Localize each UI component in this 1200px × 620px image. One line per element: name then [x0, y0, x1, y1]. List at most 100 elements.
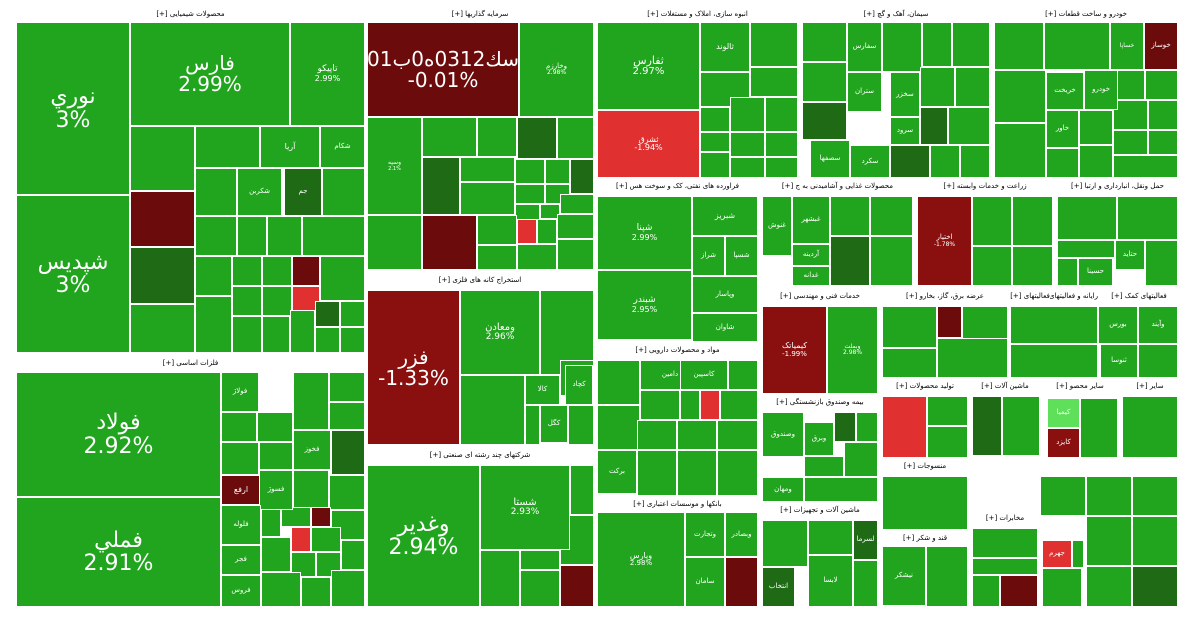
- stock-tile[interactable]: [1080, 398, 1118, 458]
- stock-tile[interactable]: لسرما: [853, 520, 878, 560]
- stock-tile[interactable]: کایزد: [1047, 428, 1080, 458]
- stock-tile[interactable]: فروس: [221, 575, 261, 607]
- stock-tile[interactable]: [292, 256, 320, 286]
- stock-tile[interactable]: ستران: [847, 72, 882, 112]
- stock-tile[interactable]: [331, 570, 365, 607]
- stock-tile[interactable]: وبملت 2.98%: [827, 306, 878, 394]
- sector-title[interactable]: خودرو و ساخت قطعات [+]: [992, 8, 1180, 21]
- stock-tile[interactable]: سکرد: [850, 145, 890, 178]
- stock-tile[interactable]: خوساز: [1144, 22, 1178, 70]
- stock-tile[interactable]: بورس: [1098, 306, 1138, 344]
- stock-tile[interactable]: شکام: [320, 126, 365, 168]
- stock-tile[interactable]: آردینه: [792, 244, 830, 266]
- stock-tile[interactable]: شاوان: [692, 313, 758, 342]
- stock-tile[interactable]: [560, 194, 594, 214]
- stock-tile[interactable]: [341, 540, 365, 570]
- stock-tile[interactable]: [195, 168, 237, 216]
- sector-title[interactable]: استخراج کانه های فلزی [+]: [365, 274, 595, 287]
- stock-tile[interactable]: ومعادن 2.96%: [460, 290, 540, 375]
- sector-title[interactable]: سایر محصو [+]: [1040, 380, 1120, 393]
- stock-tile[interactable]: [802, 102, 847, 140]
- stock-tile[interactable]: [195, 256, 232, 296]
- stock-tile[interactable]: [259, 442, 293, 470]
- stock-tile[interactable]: [1148, 130, 1178, 155]
- stock-tile[interactable]: شراز: [692, 236, 725, 276]
- stock-tile[interactable]: [329, 402, 365, 430]
- stock-tile[interactable]: فارس 2.99%: [130, 22, 290, 126]
- stock-tile[interactable]: وتجارت: [685, 512, 725, 557]
- stock-tile[interactable]: [1057, 240, 1115, 258]
- stock-tile[interactable]: [520, 570, 560, 607]
- stock-tile[interactable]: [1113, 100, 1148, 130]
- stock-tile[interactable]: [677, 420, 717, 450]
- stock-tile[interactable]: [195, 216, 237, 256]
- stock-tile[interactable]: [261, 537, 291, 572]
- stock-tile[interactable]: [700, 132, 730, 152]
- stock-tile[interactable]: [1012, 196, 1053, 246]
- stock-tile[interactable]: [477, 117, 517, 157]
- stock-tile[interactable]: [890, 145, 930, 178]
- stock-tile[interactable]: شبریز: [692, 196, 758, 236]
- stock-tile[interactable]: [1040, 476, 1086, 516]
- sector-title[interactable]: محصولات شیمیایی [+]: [16, 8, 365, 21]
- stock-tile[interactable]: [972, 396, 1002, 456]
- stock-tile[interactable]: فخوز: [293, 430, 331, 470]
- stock-tile[interactable]: [597, 360, 640, 405]
- stock-tile[interactable]: [568, 405, 594, 445]
- sector-title[interactable]: رایانه و فعالیتهای [+]: [1050, 290, 1098, 303]
- sector-title[interactable]: شرکتهای چند رشته ای صنعتی [+]: [365, 449, 595, 462]
- stock-tile[interactable]: شستا 2.93%: [480, 465, 570, 550]
- stock-tile[interactable]: [765, 157, 798, 178]
- stock-tile[interactable]: وپارس 2.98%: [597, 512, 685, 607]
- stock-tile[interactable]: [972, 558, 1038, 575]
- stock-tile[interactable]: [1122, 396, 1178, 458]
- stock-tile[interactable]: وسپه 2.1%: [367, 117, 422, 215]
- stock-tile[interactable]: [320, 256, 365, 301]
- stock-tile[interactable]: [261, 572, 301, 607]
- stock-tile[interactable]: [1002, 396, 1040, 456]
- stock-tile[interactable]: وبصادر: [725, 512, 758, 557]
- stock-tile[interactable]: [700, 390, 720, 420]
- stock-tile[interactable]: [195, 296, 232, 353]
- stock-tile[interactable]: [517, 219, 537, 244]
- sector-title[interactable]: سیمان، آهک و گچ [+]: [800, 8, 992, 21]
- stock-tile[interactable]: [1086, 516, 1132, 566]
- stock-tile[interactable]: لابسا: [808, 555, 853, 607]
- stock-tile[interactable]: [870, 196, 913, 236]
- stock-tile[interactable]: [293, 372, 329, 430]
- stock-tile[interactable]: [765, 132, 798, 157]
- sector-title[interactable]: ماشین آلات [+]: [970, 380, 1040, 393]
- sector-title[interactable]: فعالیتهای [+]: [1010, 290, 1050, 303]
- stock-tile[interactable]: [1012, 246, 1053, 286]
- stock-tile[interactable]: [1086, 476, 1132, 516]
- stock-tile[interactable]: نوري 3%: [16, 22, 130, 195]
- stock-tile[interactable]: [1079, 110, 1113, 145]
- sector-title[interactable]: ماشین آلات و تجهیزات [+]: [760, 504, 880, 517]
- stock-tile[interactable]: غنوش: [762, 196, 792, 256]
- sector-title[interactable]: محصولات غذایی و آشامیدنی به ج [+]: [760, 180, 915, 193]
- stock-tile[interactable]: وصندوق: [762, 412, 804, 457]
- stock-tile[interactable]: وخارزم 2.98%: [519, 22, 594, 117]
- sector-title[interactable]: فراورده های نفتی، کک و سوخت هس [+]: [595, 180, 760, 193]
- stock-tile[interactable]: [340, 301, 365, 327]
- stock-tile[interactable]: [525, 405, 540, 445]
- sector-title[interactable]: فلزات اساسی [+]: [16, 357, 365, 370]
- stock-tile[interactable]: [834, 412, 856, 442]
- sector-title[interactable]: زراعت و خدمات وابسته [+]: [915, 180, 1055, 193]
- stock-tile[interactable]: [281, 507, 311, 527]
- stock-tile[interactable]: [311, 527, 341, 552]
- stock-tile[interactable]: انتخاب: [762, 567, 795, 607]
- stock-tile[interactable]: [520, 550, 560, 570]
- stock-tile[interactable]: [597, 405, 640, 450]
- stock-tile[interactable]: [557, 117, 594, 159]
- stock-tile[interactable]: ارفع: [221, 475, 261, 505]
- stock-tile[interactable]: وغدير 2.94%: [367, 465, 480, 607]
- stock-tile[interactable]: [1046, 148, 1079, 178]
- stock-tile[interactable]: [517, 244, 557, 270]
- stock-tile[interactable]: [952, 22, 990, 67]
- stock-tile[interactable]: [262, 286, 292, 316]
- stock-tile[interactable]: [882, 396, 927, 458]
- stock-tile[interactable]: [1132, 566, 1178, 607]
- stock-tile[interactable]: [728, 360, 758, 390]
- stock-tile[interactable]: [130, 304, 195, 353]
